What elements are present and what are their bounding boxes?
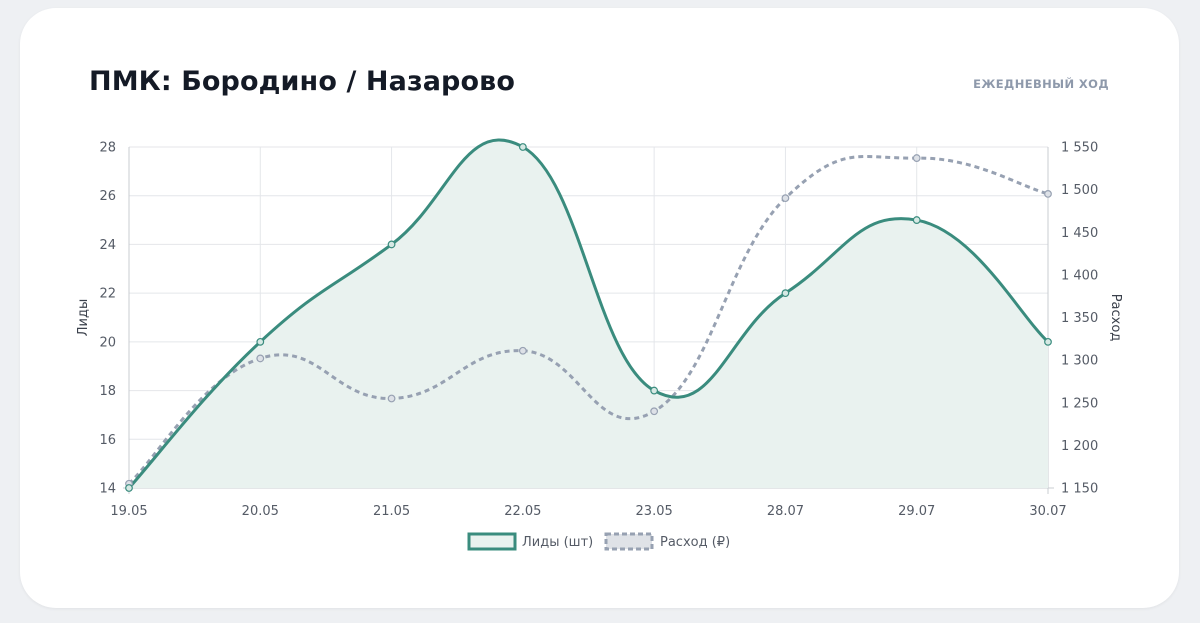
leads-series-line [127, 138, 1050, 490]
y-tick-label-left: 16 [99, 433, 116, 448]
chart-subtitle: ЕЖЕДНЕВНЫЙ ХОД [973, 77, 1109, 91]
spend-point [912, 154, 921, 162]
legend-label-spend: Расход (₽) [660, 535, 730, 550]
spend-point [1044, 189, 1052, 198]
leads-point [912, 216, 921, 224]
legend-label-leads: Лиды (шт) [522, 535, 593, 550]
y-tick-label-left: 18 [99, 384, 116, 399]
y-tick-label-left: 24 [99, 238, 116, 253]
spend-point [518, 346, 527, 355]
leads-point [518, 143, 527, 151]
y-tick-label-right: 1 450 [1061, 226, 1098, 241]
x-tick-label: 28.07 [767, 504, 804, 519]
y-tick-label-left: 28 [99, 141, 116, 156]
y-tick-label-right: 1 250 [1061, 396, 1098, 411]
y-tick-label-right: 1 500 [1061, 183, 1098, 198]
y-tick-label-right: 1 300 [1061, 354, 1098, 369]
y-tick-label-left: 26 [99, 189, 116, 204]
y-tick-label-right: 1 550 [1061, 141, 1098, 156]
x-tick-label: 30.07 [1029, 504, 1066, 519]
leads-point [1044, 337, 1052, 346]
leads-point [650, 386, 659, 395]
y-tick-label-right: 1 400 [1061, 268, 1098, 283]
leads-point [387, 240, 396, 249]
leads-point [125, 484, 133, 492]
leads-point [781, 289, 790, 298]
spend-point [256, 354, 265, 363]
spend-point [387, 394, 396, 403]
spend-series-line [127, 155, 1049, 485]
spend-point [781, 194, 790, 203]
legend-swatch-leads [467, 532, 517, 551]
spend-point [650, 407, 659, 416]
x-tick-label: 19.05 [110, 504, 147, 519]
y-tick-label-right: 1 200 [1061, 439, 1098, 454]
x-tick-label: 21.05 [373, 504, 410, 519]
leads-area [129, 140, 1048, 488]
y-tick-label-right: 1 350 [1061, 311, 1098, 326]
y-tick-label-right: 1 150 [1061, 482, 1098, 497]
x-tick-label: 29.07 [898, 504, 935, 519]
y-tick-label-left: 22 [99, 287, 116, 302]
y-tick-label-left: 20 [99, 335, 116, 350]
x-tick-label: 20.05 [242, 504, 279, 519]
chart-legend: Лиды (шт) Расход (₽) [467, 532, 730, 551]
y-axis-title-left: Лиды [76, 299, 91, 336]
leads-point [256, 337, 265, 346]
x-tick-label: 22.05 [504, 504, 541, 519]
y-tick-label-left: 14 [99, 482, 116, 497]
y-axis-title-right: Расход [1108, 294, 1123, 342]
legend-swatch-spend [604, 532, 654, 551]
chart-title: ПМК: Бородино / Назарово [89, 66, 515, 97]
x-tick-label: 23.05 [636, 504, 673, 519]
